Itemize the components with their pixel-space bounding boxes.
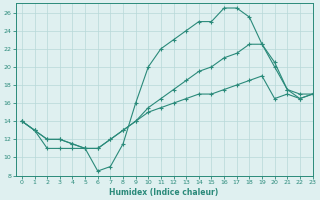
X-axis label: Humidex (Indice chaleur): Humidex (Indice chaleur)	[109, 188, 219, 197]
